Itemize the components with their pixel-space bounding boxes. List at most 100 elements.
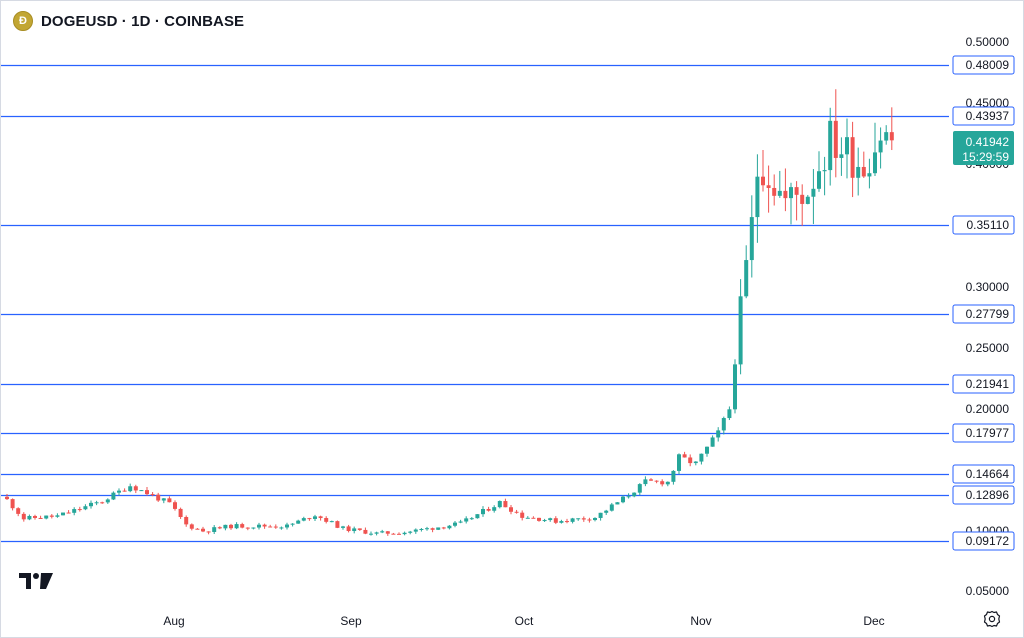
candle-body xyxy=(61,512,65,516)
level-label-box xyxy=(952,423,1015,443)
x-tick-label: Dec xyxy=(863,614,884,628)
candle-body xyxy=(481,508,485,515)
candle-body xyxy=(509,507,513,512)
candle-body xyxy=(413,529,418,532)
candle-body xyxy=(402,532,407,535)
candle-body xyxy=(716,430,721,438)
candle-body xyxy=(49,515,54,517)
candle-body xyxy=(195,528,200,530)
candle-body xyxy=(761,176,765,186)
candle-body xyxy=(374,532,379,534)
candle-body xyxy=(380,531,385,533)
candle-body xyxy=(178,508,183,518)
candle-body xyxy=(755,176,760,218)
candle-body xyxy=(419,528,424,530)
candle-body xyxy=(139,490,144,492)
level-label-box xyxy=(952,531,1015,551)
bar-countdown: 15:29:59 xyxy=(962,150,1009,164)
level-label-box xyxy=(952,374,1015,394)
candle-body xyxy=(671,470,676,482)
level-label-box xyxy=(952,485,1015,505)
candle-body xyxy=(817,171,821,189)
chart-header: Ð DOGEUSD · 1D · COINBASE xyxy=(13,11,244,31)
candle-body xyxy=(105,499,110,503)
candle-body xyxy=(245,527,250,529)
candle-body xyxy=(430,528,435,530)
y-tick-label: 0.30000 xyxy=(966,280,1010,294)
candle-body xyxy=(206,531,211,533)
candle-body xyxy=(89,502,93,507)
candle-body xyxy=(55,515,60,517)
candle-body xyxy=(649,479,653,481)
candle-body xyxy=(307,518,312,520)
candle-body xyxy=(83,506,88,510)
level-label: 0.43937 xyxy=(966,109,1010,123)
candle-body xyxy=(609,504,614,511)
candle-body xyxy=(369,533,373,535)
candle-body xyxy=(223,524,228,529)
candle-body xyxy=(856,166,861,178)
candle-body xyxy=(525,517,530,519)
candle-body xyxy=(391,533,396,535)
candle-body xyxy=(492,507,497,511)
candle-body xyxy=(273,526,278,528)
candle-body xyxy=(626,496,631,498)
tradingview-logo[interactable] xyxy=(19,571,55,591)
candle-body xyxy=(128,486,133,492)
candle-body xyxy=(749,217,754,261)
candle-body xyxy=(408,531,413,533)
candle-body xyxy=(436,527,441,530)
dogecoin-icon: Ð xyxy=(13,11,33,31)
candle-body xyxy=(777,190,782,196)
candle-body xyxy=(677,454,681,471)
candle-body xyxy=(744,260,749,297)
candle-body xyxy=(363,529,368,534)
candle-body xyxy=(212,527,217,532)
candle-body xyxy=(341,526,345,528)
candle-body xyxy=(811,188,816,197)
level-label-box xyxy=(952,106,1015,126)
candle-body xyxy=(352,528,357,532)
level-label: 0.12896 xyxy=(966,488,1010,502)
candle-body xyxy=(682,454,687,458)
gear-icon[interactable] xyxy=(983,610,1001,628)
candle-body xyxy=(150,494,155,496)
candle-body xyxy=(262,524,267,527)
candle-body xyxy=(156,494,161,501)
level-label: 0.14664 xyxy=(966,467,1010,481)
candle-body xyxy=(738,296,743,365)
x-tick-label: Aug xyxy=(163,614,184,628)
candle-body xyxy=(117,490,121,493)
candle-body xyxy=(27,515,32,520)
candle-body xyxy=(553,518,558,523)
candle-body xyxy=(217,527,222,529)
candle-body xyxy=(189,524,194,529)
candle-body xyxy=(548,518,553,521)
candle-body xyxy=(385,531,390,534)
candle-body xyxy=(111,492,116,500)
y-tick-label: 0.25000 xyxy=(966,341,1010,355)
candle-body xyxy=(721,418,726,431)
current-price-box xyxy=(953,131,1014,165)
level-label-box xyxy=(952,55,1015,75)
y-tick-label: 0.20000 xyxy=(966,402,1010,416)
candle-body xyxy=(38,517,43,519)
candle-body xyxy=(805,196,810,204)
candle-body xyxy=(397,533,401,535)
current-price-value: 0.41942 xyxy=(966,135,1010,149)
candle-body xyxy=(167,498,172,503)
candle-body xyxy=(833,120,838,158)
candle-body xyxy=(733,364,737,410)
candle-body xyxy=(184,517,189,525)
candle-body xyxy=(133,486,138,491)
candle-body xyxy=(839,154,844,158)
candle-body xyxy=(570,518,575,522)
candle-body xyxy=(44,515,49,519)
candle-body xyxy=(873,152,877,174)
candle-body xyxy=(665,481,670,485)
candle-body xyxy=(878,140,883,153)
candle-body xyxy=(520,512,525,518)
candle-body xyxy=(531,517,536,519)
